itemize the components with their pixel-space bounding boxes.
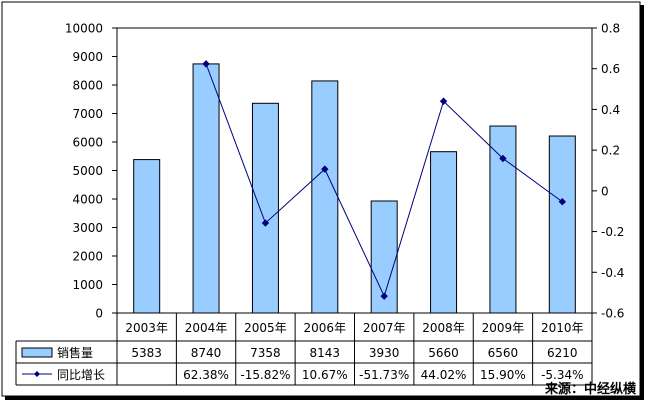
data-label: 62.38%: [183, 368, 229, 382]
series-point: [202, 60, 210, 68]
y-left-tick-label: 3000: [72, 221, 103, 235]
y-left-tick-label: 1000: [72, 278, 103, 292]
bar-series: [133, 63, 576, 314]
category-label: 2010年: [541, 321, 584, 335]
data-label: 6210: [547, 346, 578, 360]
data-label: -15.82%: [240, 368, 290, 382]
y-left-tick-label: 9000: [72, 50, 103, 64]
data-label: 6560: [488, 346, 519, 360]
data-label: 5383: [131, 346, 162, 360]
category-label: 2007年: [363, 321, 406, 335]
y-left-tick-label: 4000: [72, 193, 103, 207]
chart-shadow-right: [640, 5, 644, 399]
bar: [192, 63, 220, 314]
data-label: 44.02%: [421, 368, 467, 382]
chart-shadow-bottom: [5, 396, 644, 400]
y-right-tick-label: 0.6: [601, 62, 620, 76]
series-point: [380, 292, 388, 300]
category-label: 2004年: [185, 321, 228, 335]
y-left-tick-label: 2000: [72, 250, 103, 264]
y-left-tick-label: 7000: [72, 107, 103, 121]
bar: [311, 80, 339, 314]
y-left-tick-label: 8000: [72, 79, 103, 93]
y-right-tick-label: -0.6: [601, 307, 624, 321]
series-point: [499, 154, 507, 163]
legend-label: 同比增长: [57, 368, 105, 382]
y-right-tick-label: 0.4: [601, 103, 620, 117]
y-right-tick-label: 0: [601, 184, 609, 198]
bar: [489, 125, 517, 314]
category-label: 2005年: [244, 321, 287, 335]
series-point: [558, 198, 567, 206]
category-label: 2009年: [482, 321, 525, 335]
y-axis-left: 0 1000 2000 3000 4000 5000 6000 7000 8000 9000 100…: [65, 22, 117, 321]
y-left-tick-label: 6000: [72, 136, 103, 150]
data-label: 8143: [310, 346, 341, 360]
legend-line-marker: [34, 371, 40, 377]
series-point: [321, 165, 329, 173]
data-label: 8740: [191, 346, 222, 360]
data-label: 7358: [250, 346, 281, 360]
data-label: 5660: [428, 346, 459, 360]
y-right-tick-label: 0.8: [601, 22, 620, 36]
y-left-tick-label: 5000: [72, 164, 103, 178]
y-left-tick-label: 10000: [65, 22, 103, 36]
y-right-tick-label: 0.2: [601, 144, 620, 158]
line-series: [202, 60, 567, 300]
series-point: [261, 219, 270, 227]
bar: [430, 151, 458, 314]
category-label: 2003年: [125, 321, 168, 335]
source-label: 来源：中经纵横: [544, 381, 637, 397]
bar: [548, 135, 576, 314]
bar: [251, 102, 279, 314]
plot-area: [116, 27, 593, 314]
series-point: [439, 97, 448, 105]
data-label: -5.34%: [541, 368, 583, 382]
data-label: 10.67%: [302, 368, 348, 382]
data-table: 2003年 2004年 2005年 2006年 2007年 2008年 2009年 2010年…: [15, 313, 593, 386]
y-right-tick-label: -0.4: [601, 266, 624, 280]
legend-label: 销售量: [57, 345, 93, 360]
y-axis-right: -0.6 -0.4 -0.2 0 0.2 0.4 0.6 0.8: [592, 22, 624, 321]
data-label: 15.90%: [480, 368, 526, 382]
category-label: 2008年: [422, 321, 465, 335]
y-right-tick-label: -0.2: [601, 225, 624, 239]
y-left-tick-label: 0: [95, 307, 103, 321]
data-label: -51.73%: [359, 368, 409, 382]
bar: [133, 159, 161, 314]
data-label: 3930: [369, 346, 400, 360]
legend-bar-swatch: [21, 347, 53, 358]
category-label: 2006年: [304, 321, 347, 335]
